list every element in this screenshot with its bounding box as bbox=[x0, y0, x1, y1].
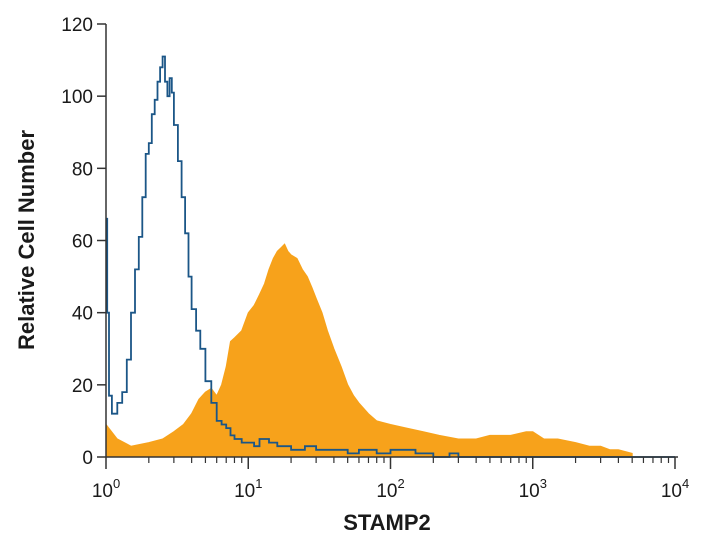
x-tick-label: 102 bbox=[376, 476, 404, 502]
y-tick-label: 100 bbox=[61, 87, 93, 108]
y-axis-title: Relative Cell Number bbox=[14, 130, 39, 351]
ticks: 0 20 40 60 80 100 120 100 101 102 103 104 bbox=[61, 15, 689, 502]
histogram-filled-series bbox=[105, 243, 633, 458]
x-tick-label: 100 bbox=[92, 476, 120, 502]
plot-area bbox=[105, 55, 675, 458]
x-axis-title: STAMP2 bbox=[343, 510, 431, 535]
x-tick-label: 104 bbox=[661, 476, 689, 502]
x-tick-label: 101 bbox=[234, 476, 262, 502]
histogram-outline-series bbox=[106, 55, 675, 458]
y-tick-label: 60 bbox=[72, 232, 93, 253]
y-tick-label: 80 bbox=[72, 159, 93, 180]
y-tick-label: 40 bbox=[72, 304, 93, 325]
y-tick-label: 20 bbox=[72, 376, 93, 397]
axes bbox=[105, 24, 678, 458]
y-tick-label: 0 bbox=[82, 448, 93, 469]
x-tick-label: 103 bbox=[519, 476, 547, 502]
y-tick-label: 120 bbox=[61, 15, 93, 36]
